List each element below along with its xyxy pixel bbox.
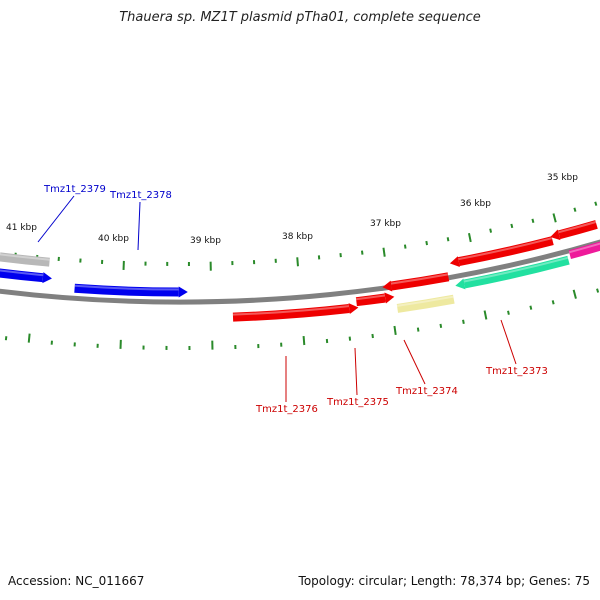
- outer-tick: [552, 213, 557, 223]
- inner-tick: [439, 323, 443, 329]
- gene-arc-highlight: [396, 295, 454, 307]
- gene-label: Tmz1t_2378: [109, 190, 172, 201]
- gene-arc: [568, 241, 600, 260]
- gene-label: Tmz1t_2376: [255, 404, 318, 415]
- gene-arc: [396, 294, 455, 313]
- gene-arc: [457, 236, 554, 267]
- gene-label: Tmz1t_2379: [43, 184, 106, 195]
- gene-label-leader: [354, 347, 358, 396]
- scale-labels: 41 kbp 40 kbp 39 kbp 38 kbp 37 kbp 36 kbp 35 k…: [6, 173, 578, 246]
- gene-features: [0, 220, 600, 322]
- outer-tick: [296, 257, 299, 267]
- inner-tick: [529, 305, 533, 310]
- gene-arc-highlight: [0, 253, 50, 261]
- gene-arc: [390, 272, 450, 291]
- gene-arc-highlight: [74, 284, 179, 291]
- outer-tick: [489, 228, 493, 233]
- outer-tick: [382, 247, 386, 257]
- scale-label: 41 kbp: [6, 223, 37, 233]
- map-title: Thauera sp. MZ1T plasmid pTha01, complet…: [119, 10, 481, 25]
- inner-tick: [302, 335, 306, 346]
- gene-arrowhead: [42, 272, 52, 284]
- gene-arc: [74, 283, 179, 297]
- inner-tick: [507, 310, 510, 315]
- outer-tick: [446, 237, 450, 242]
- gene-arc: [232, 304, 350, 322]
- gene-label: Tmz1t_2375: [326, 397, 389, 408]
- gene-arc: [0, 268, 44, 283]
- gene-label: Tmz1t_2374: [395, 386, 458, 397]
- inner-tick: [27, 333, 31, 343]
- outer-tick-ring: [14, 201, 598, 271]
- gene-arc-highlight: [232, 305, 350, 316]
- gene-label: Tmz1t_2373: [485, 366, 548, 377]
- inner-tick: [551, 300, 555, 305]
- gene-arc-highlight: [390, 273, 449, 285]
- gene-label-leader: [403, 339, 426, 385]
- outer-tick: [403, 244, 407, 249]
- outer-tick: [573, 207, 577, 212]
- gene-arrowhead: [178, 286, 188, 298]
- outer-tick: [531, 218, 535, 224]
- gene-label-leader: [37, 195, 75, 243]
- gene-arc-highlight: [558, 221, 597, 234]
- gene-arc-highlight: [458, 237, 553, 261]
- scale-label: 36 kbp: [460, 199, 491, 209]
- gene-arc-highlight: [568, 242, 600, 254]
- gene-arrowhead: [384, 292, 395, 304]
- scale-label: 37 kbp: [370, 219, 401, 229]
- inner-tick-ring: [4, 288, 600, 350]
- gene-label-leader: [137, 201, 141, 251]
- scale-label: 39 kbp: [190, 236, 221, 246]
- gene-arrowhead: [455, 278, 466, 290]
- gene-arc: [0, 252, 50, 267]
- inner-tick: [596, 288, 600, 293]
- inner-tick: [393, 325, 397, 336]
- gene-arc: [557, 220, 598, 240]
- scale-label: 35 kbp: [547, 173, 578, 183]
- inner-tick: [483, 310, 488, 320]
- outer-tick: [425, 240, 428, 246]
- gene-arrowhead: [550, 229, 561, 241]
- scale-label: 40 kbp: [98, 234, 129, 244]
- inner-tick: [462, 319, 465, 324]
- gene-arrowhead: [382, 280, 393, 292]
- gene-arrowhead: [449, 256, 460, 268]
- gene-arc: [355, 293, 386, 307]
- scale-label: 38 kbp: [282, 232, 313, 242]
- outer-tick: [467, 232, 472, 243]
- accession-text: Accession: NC_011667: [8, 574, 145, 588]
- gene-arc-highlight: [463, 256, 569, 283]
- gene-arc: [463, 255, 570, 289]
- outer-tick: [594, 201, 598, 206]
- gene-label-leader: [500, 319, 517, 365]
- inner-tick: [416, 327, 420, 332]
- inner-tick: [572, 289, 577, 299]
- outer-tick: [510, 223, 514, 229]
- gene-arrowhead: [348, 303, 359, 315]
- topology-summary: Topology: circular; Length: 78,374 bp; G…: [298, 574, 590, 588]
